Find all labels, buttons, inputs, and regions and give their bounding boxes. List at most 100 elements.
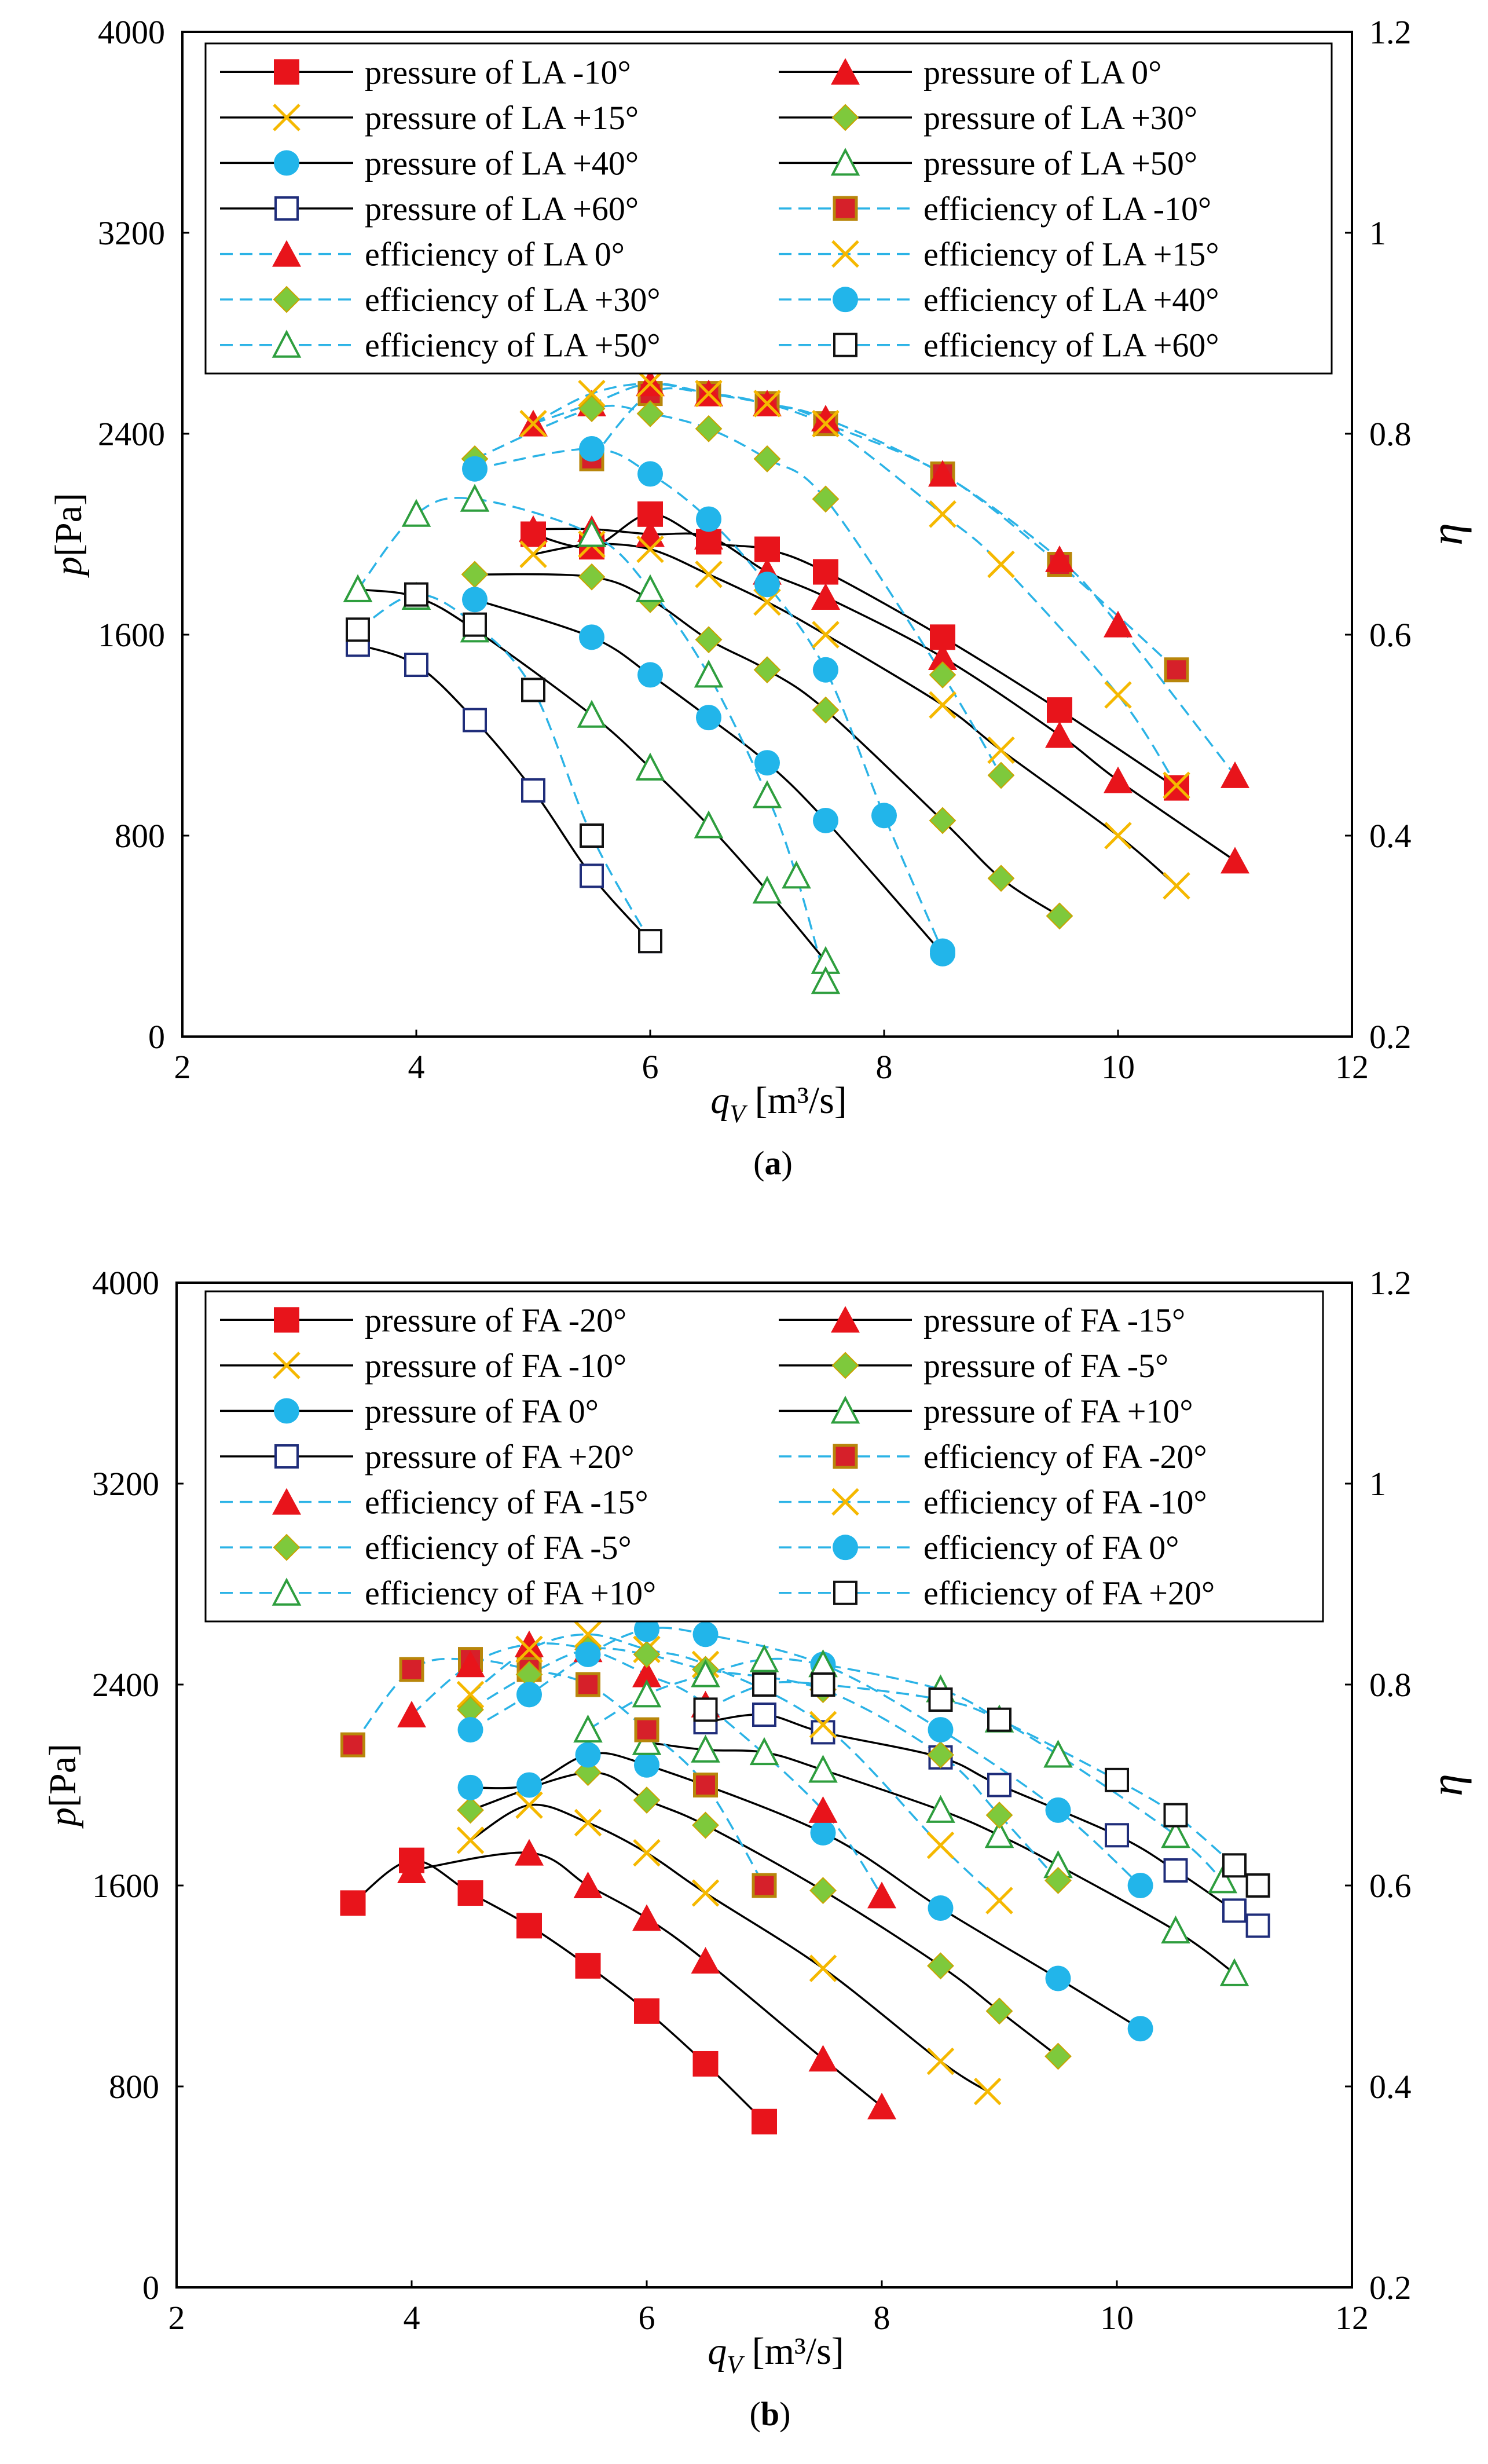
data-point <box>809 1877 837 1905</box>
y2-tick-label: 0.2 <box>1369 1018 1412 1056</box>
legend-label: pressure of LA +60° <box>365 190 639 228</box>
data-point <box>1105 1823 1129 1848</box>
data-point <box>692 1621 719 1647</box>
data-point <box>635 574 665 602</box>
data-point <box>693 1697 718 1722</box>
data-point <box>1127 2016 1153 2042</box>
data-point <box>695 415 723 442</box>
data-point <box>812 621 840 649</box>
data-point <box>1044 1866 1072 1894</box>
data-point <box>985 1802 1013 1829</box>
pressure-of-la-plus15deg-line <box>533 543 1178 887</box>
data-point <box>635 752 665 781</box>
data-point <box>691 1659 720 1687</box>
legend-label: pressure of LA +40° <box>365 144 639 182</box>
legend-item-efficiency-of-la-plus30deg: efficiency of LA +30° <box>220 281 661 318</box>
x-tick-label: 4 <box>404 2299 420 2337</box>
legend-marker <box>830 148 860 176</box>
data-point <box>926 2047 955 2075</box>
legend-label: pressure of FA -5° <box>923 1347 1168 1385</box>
efficiency-of-la-plus50deg-points <box>343 484 841 994</box>
data-point <box>692 1811 719 1839</box>
data-point <box>457 1880 483 1906</box>
data-point <box>462 456 488 482</box>
data-point <box>401 499 431 527</box>
data-point <box>515 1635 543 1664</box>
legend: pressure of LA -10° pressure of LA 0° pres… <box>204 42 1333 375</box>
data-point <box>808 1796 838 1823</box>
data-point <box>813 559 838 585</box>
legend-marker <box>273 285 300 313</box>
efficiency-of-la-plus60deg-line <box>357 593 651 942</box>
data-point <box>397 1701 426 1728</box>
y2-tick-label: 0.8 <box>1369 1666 1412 1704</box>
data-point <box>634 1752 659 1778</box>
data-point <box>516 1913 542 1939</box>
y-axis-title: p[Pa] <box>47 493 90 578</box>
pressure-of-fa-minus5deg-line <box>470 1771 1059 2057</box>
x-tick-label: 2 <box>168 2299 185 2337</box>
legend-label: pressure of FA +20° <box>365 1438 635 1476</box>
data-point <box>926 1831 955 1859</box>
data-point <box>867 2092 896 2119</box>
panel-label: (b) <box>750 2395 791 2433</box>
y2-tick-label: 1.2 <box>1369 13 1412 51</box>
data-point <box>578 563 606 591</box>
data-point <box>808 1755 838 1783</box>
data-point <box>634 1717 659 1742</box>
legend-marker <box>274 1398 299 1424</box>
legend-item-efficiency-of-fa-minus10deg: efficiency of FA -10° <box>779 1484 1207 1521</box>
y-tick-label: 800 <box>109 2068 159 2106</box>
efficiency-of-la-minus10deg-points <box>579 381 1189 683</box>
efficiency-of-la-minus10deg-line <box>591 387 1178 671</box>
legend-label: efficiency of FA -5° <box>365 1529 632 1566</box>
legend-marker <box>272 240 301 267</box>
legend: pressure of FA -20° pressure of FA -15° pr… <box>204 1290 1324 1623</box>
data-point <box>515 1839 544 1866</box>
legend-label: pressure of FA +10° <box>923 1392 1193 1430</box>
legend-item-pressure-of-fa-minus5deg: pressure of FA -5° <box>779 1347 1168 1385</box>
data-point <box>634 1616 659 1642</box>
y2-tick-label: 1 <box>1369 214 1386 252</box>
legend-item-pressure-of-fa-plus20deg: pressure of FA +20° <box>220 1438 635 1476</box>
data-point <box>456 1650 485 1678</box>
data-point <box>695 561 723 588</box>
data-point <box>1163 872 1190 900</box>
data-point <box>576 1672 600 1697</box>
legend-item-efficiency-of-la-0deg: efficiency of LA 0° <box>220 236 625 273</box>
data-point <box>1045 545 1074 572</box>
efficiency-of-fa-minus5deg-points <box>457 1635 1072 1894</box>
data-point <box>754 536 780 562</box>
data-point <box>463 708 487 733</box>
data-point <box>752 1873 777 1898</box>
legend-item-pressure-of-la-minus10deg: pressure of LA -10° <box>220 53 631 91</box>
data-point <box>637 662 663 688</box>
y2-tick-label: 1 <box>1369 1465 1386 1503</box>
x-tick-label: 8 <box>876 1048 893 1086</box>
data-point <box>1161 1915 1190 1944</box>
data-point <box>1161 1819 1190 1848</box>
legend-item-pressure-of-la-0deg: pressure of LA 0° <box>779 53 1161 91</box>
pressure-of-fa-minus10deg-line <box>470 1803 988 2093</box>
efficiency-of-fa-0deg-points <box>457 1616 1153 1898</box>
data-point <box>693 1773 718 1797</box>
data-point <box>752 2108 777 2135</box>
data-point <box>573 1714 603 1743</box>
data-point <box>1245 1913 1270 1938</box>
legend-item-efficiency-of-fa-plus20deg: efficiency of FA +20° <box>779 1575 1215 1612</box>
y-tick-label: 2400 <box>92 1666 159 1704</box>
legend-label: pressure of LA -10° <box>365 53 631 91</box>
legend-marker <box>833 287 858 313</box>
legend-label: efficiency of FA -10° <box>923 1484 1207 1521</box>
data-point <box>928 460 957 487</box>
data-point <box>691 1734 720 1763</box>
data-point <box>1043 1740 1073 1768</box>
data-point <box>1221 761 1249 788</box>
data-point <box>1163 771 1190 800</box>
y2-tick-label: 0.6 <box>1369 616 1412 654</box>
efficiency-of-la-plus40deg-points <box>462 436 955 964</box>
efficiency-of-la-0deg-line <box>533 382 1236 776</box>
legend-item-efficiency-of-fa-minus5deg: efficiency of FA -5° <box>220 1529 632 1566</box>
y-tick-label: 3200 <box>92 1465 159 1503</box>
data-point <box>752 1703 776 1727</box>
